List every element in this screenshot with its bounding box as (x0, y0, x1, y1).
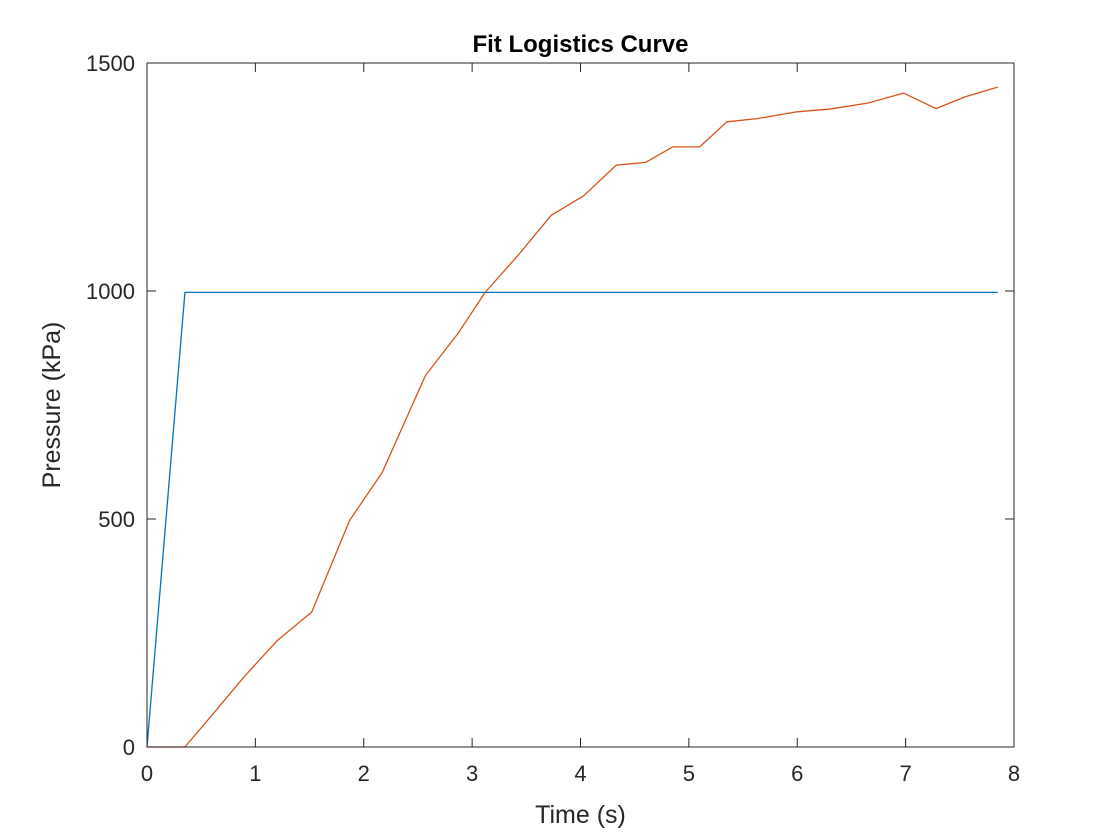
series-line-1 (146, 291, 998, 748)
x-tick-label: 6 (791, 761, 803, 786)
series-layer (146, 86, 998, 748)
x-tick-label: 1 (249, 761, 261, 786)
x-tick-label: 7 (900, 761, 912, 786)
x-tick-label: 2 (358, 761, 370, 786)
series-line-2 (147, 86, 998, 748)
x-tick-label: 8 (1008, 761, 1020, 786)
x-tick-label: 4 (574, 761, 586, 786)
x-tick-label: 0 (141, 761, 153, 786)
chart-title: Fit Logistics Curve (472, 31, 688, 58)
ticks-layer: 0 1 2 3 4 5 6 7 8 0 500 1000 1500 (86, 51, 1020, 786)
y-tick-label: 1500 (86, 51, 135, 76)
y-tick-label: 1000 (86, 279, 135, 304)
x-axis-label: Time (s) (535, 801, 626, 829)
y-tick-label: 0 (123, 735, 135, 760)
x-tick-label: 3 (466, 761, 478, 786)
x-tick-label: 5 (683, 761, 695, 786)
y-tick-label: 500 (98, 507, 135, 532)
y-axis-label: Pressure (kPa) (38, 322, 66, 489)
